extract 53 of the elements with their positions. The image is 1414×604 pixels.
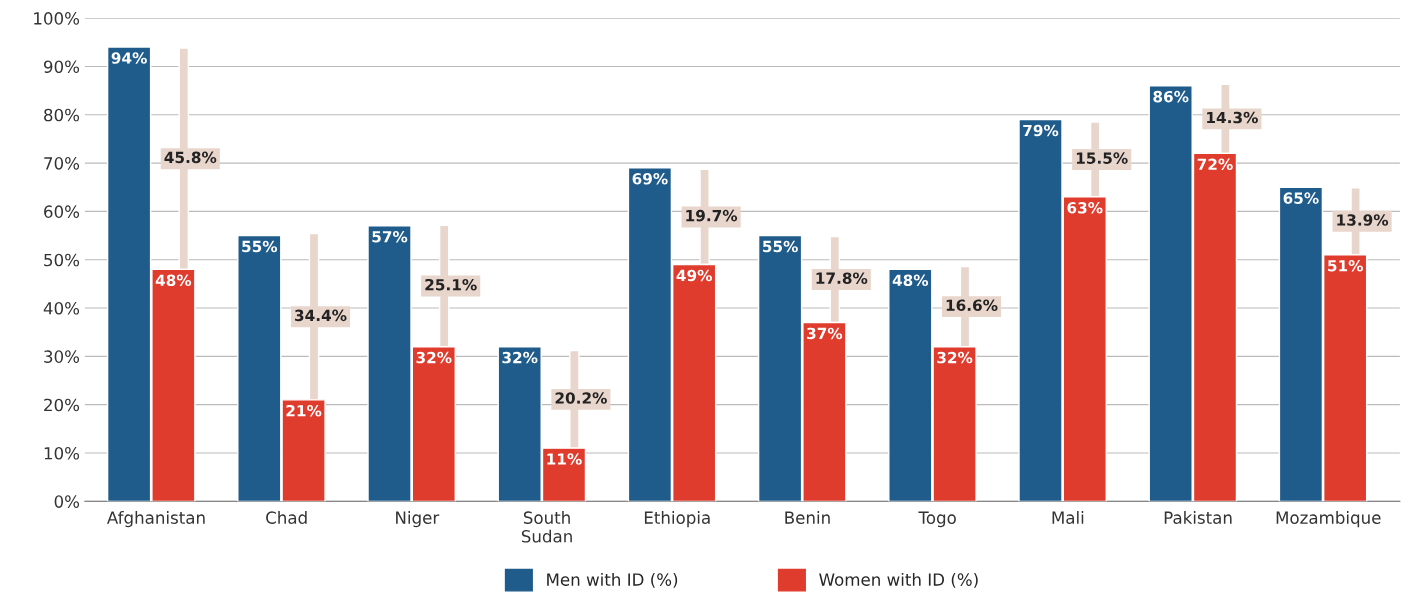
data-label: 49%	[676, 269, 712, 282]
data-label: 11%	[547, 453, 582, 465]
y-tick-label: 100%	[34, 12, 80, 25]
data-label: 79%	[1023, 124, 1059, 137]
x-tick-label: South Sudan	[521, 511, 572, 543]
data-label: 15.5%	[1076, 152, 1128, 164]
data-label: 17.8%	[816, 272, 868, 284]
data-label: 48%	[892, 274, 929, 287]
y-tick-label: 20%	[44, 398, 80, 412]
data-label: 69%	[632, 173, 668, 185]
data-label: 55%	[763, 240, 798, 253]
data-label: 25.1%	[425, 278, 477, 291]
data-label: 32%	[502, 351, 538, 364]
y-tick-label: 60%	[44, 205, 80, 218]
data-label: 94%	[111, 52, 147, 64]
y-tick-label: 40%	[43, 302, 80, 315]
y-tick-label: 80%	[44, 108, 80, 122]
data-label: 14.3%	[1207, 111, 1258, 124]
data-label: 86%	[1153, 90, 1189, 103]
data-label: 57%	[372, 231, 408, 243]
data-label: 34.4%	[295, 309, 347, 322]
legend-label: Men with ID (%)	[547, 572, 678, 588]
y-tick-label: 90%	[43, 60, 80, 74]
data-label: 32%	[416, 351, 452, 364]
x-tick-label: Pakistan	[1164, 511, 1232, 524]
data-label: 72%	[1197, 158, 1233, 171]
x-tick-label: Chad	[266, 511, 307, 524]
data-label: 65%	[1283, 192, 1319, 204]
data-label: 21%	[286, 404, 322, 417]
data-label: 63%	[1067, 202, 1103, 214]
y-tick-label: 30%	[44, 350, 80, 363]
x-tick-label: Togo	[918, 511, 956, 528]
y-tick-label: 0%	[54, 495, 80, 508]
x-tick-label: Ethiopia	[644, 511, 710, 528]
x-tick-label: Mozambique	[1276, 511, 1381, 528]
x-tick-label: Mali	[1052, 511, 1084, 524]
data-label: 55%	[242, 240, 278, 253]
y-tick-label: 10%	[44, 446, 80, 460]
x-tick-label: Benin	[785, 511, 830, 524]
data-label: 13.9%	[1337, 214, 1389, 226]
data-label: 19.7%	[686, 209, 738, 222]
data-label: 48%	[155, 274, 192, 287]
x-tick-label: Niger	[396, 511, 440, 528]
data-label: 51%	[1328, 259, 1363, 272]
legend-label: Women with ID (%)	[819, 572, 978, 588]
data-label: 37%	[807, 327, 843, 340]
data-label: 32%	[937, 351, 973, 364]
data-label: 20.2%	[555, 392, 607, 404]
data-label: 16.6%	[946, 299, 998, 312]
x-tick-label: Afghanistan	[106, 511, 205, 528]
y-tick-label: 50%	[44, 253, 80, 267]
y-tick-label: 70%	[44, 157, 80, 170]
data-label: 45.8%	[164, 151, 217, 164]
